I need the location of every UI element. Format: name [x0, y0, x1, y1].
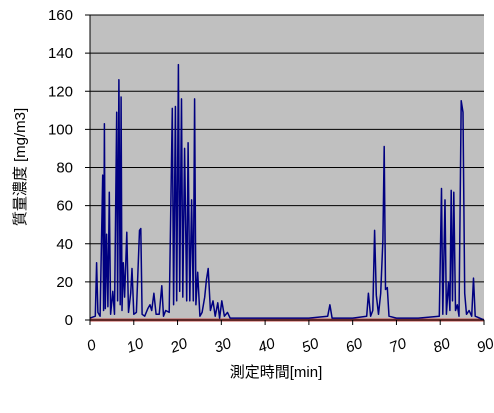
concentration-series-line: [89, 63, 485, 321]
y-tick-label: 140: [48, 45, 73, 62]
x-tick-labels: 0 10 20 30 40 50 60 70 80 90: [85, 335, 494, 357]
x-tick-label: 30: [212, 335, 234, 357]
x-axis-title: 測定時間[min]: [230, 364, 323, 381]
y-tick-label: 80: [56, 160, 73, 177]
axes-layer: [89, 15, 485, 325]
x-tick-label: 90: [475, 335, 494, 357]
x-tick-label: 80: [431, 335, 453, 357]
x-tick-label: 50: [300, 335, 322, 357]
x-tick-label: 20: [167, 335, 190, 357]
grid-lines: [85, 14, 484, 321]
x-tick-label: 60: [343, 335, 365, 357]
y-tick-label: 20: [56, 274, 73, 291]
y-tick-label: 0: [65, 312, 73, 329]
x-tick-label: 10: [124, 335, 146, 357]
y-tick-label: 160: [48, 7, 73, 24]
y-tick-label: 100: [48, 121, 73, 138]
x-tick-label: 70: [387, 335, 409, 357]
y-tick-label: 120: [48, 83, 73, 100]
y-tick-label: 40: [56, 236, 73, 253]
x-tick-label: 40: [256, 335, 278, 357]
y-tick-labels: 0 20 40 60 80 100 120 140 160: [48, 7, 73, 329]
y-tick-label: 60: [56, 198, 73, 215]
y-axis-title: 質量濃度 [mg/m3]: [11, 108, 29, 226]
x-tick-label: 0: [85, 336, 99, 355]
